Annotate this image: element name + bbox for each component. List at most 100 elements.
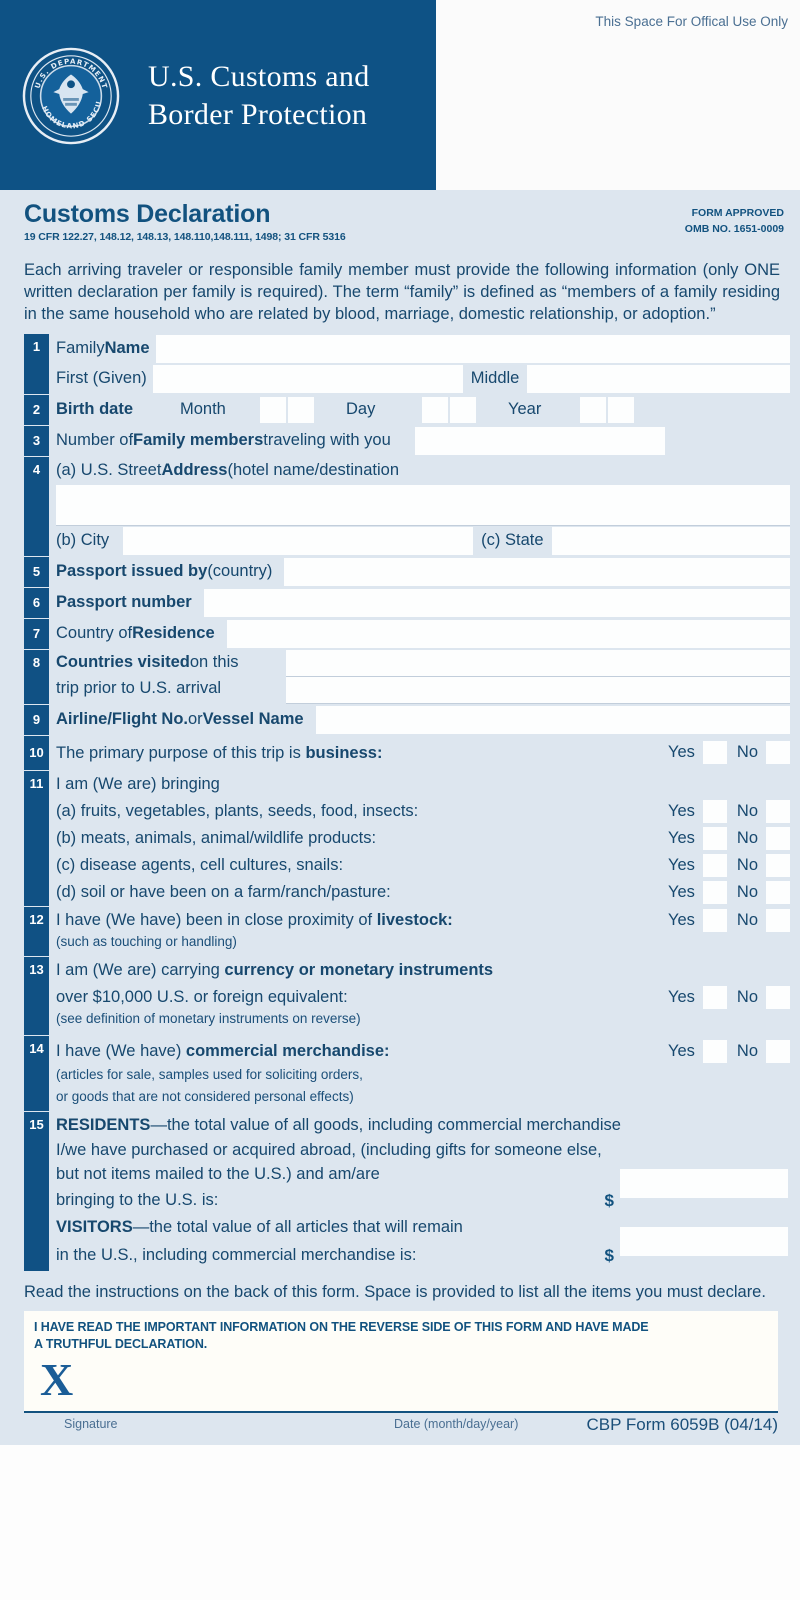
birth-date-row: Birth date Month Day Year bbox=[56, 395, 790, 425]
livestock-row: I have (We have) been in close proximity… bbox=[56, 907, 790, 934]
signature-footer: Signature Date (month/day/year) CBP Form… bbox=[24, 1415, 778, 1441]
passport-number-input[interactable] bbox=[203, 588, 790, 617]
bringing-c-no-checkbox[interactable] bbox=[766, 853, 790, 877]
bringing-b-no-checkbox[interactable] bbox=[766, 826, 790, 850]
passport-issued-input[interactable] bbox=[284, 557, 790, 586]
family-name-label: Family Name bbox=[56, 339, 150, 358]
no-label: No bbox=[736, 882, 758, 901]
countries-visited-label-line2: trip prior to U.S. arrival bbox=[56, 679, 222, 698]
airline-flight-input[interactable] bbox=[315, 705, 790, 734]
item-number-9: 9 bbox=[24, 704, 49, 735]
state-input[interactable] bbox=[551, 526, 790, 555]
page-title: Customs Declaration bbox=[24, 200, 271, 228]
bringing-item-d: (d) soil or have been on a farm/ranch/pa… bbox=[56, 879, 790, 906]
form-header: U.S. DEPARTMENT OF HOMELAND SECURITY U.S… bbox=[0, 0, 800, 190]
yes-label: Yes bbox=[667, 987, 695, 1006]
country-residence-label: Country of Residence bbox=[56, 624, 215, 643]
livestock-no-checkbox[interactable] bbox=[766, 908, 790, 932]
currency-note: (see definition of monetary instruments … bbox=[56, 1010, 361, 1026]
country-residence-input[interactable] bbox=[226, 619, 790, 648]
residents-line-2: I/we have purchased or acquired abroad, … bbox=[56, 1141, 602, 1160]
signature-label: Signature bbox=[64, 1417, 118, 1432]
bringing-b-yes-checkbox[interactable] bbox=[702, 826, 727, 850]
middle-name-input[interactable] bbox=[527, 364, 790, 393]
bringing-a-yes-checkbox[interactable] bbox=[702, 799, 727, 823]
day-label: Day bbox=[346, 400, 376, 419]
attestation-line-1: I HAVE READ THE IMPORTANT INFORMATION ON… bbox=[34, 1320, 649, 1335]
business-purpose-yes-checkbox[interactable] bbox=[702, 741, 727, 765]
birth-date-label: Birth date bbox=[56, 400, 134, 419]
item-number-7: 7 bbox=[24, 618, 49, 649]
form-item-2: 2 Birth date Month Day Year bbox=[24, 394, 790, 425]
merchandise-note-2: or goods that are not considered persona… bbox=[56, 1088, 354, 1104]
bringing-a-no-checkbox[interactable] bbox=[766, 799, 790, 823]
bringing-item-b: (b) meats, animals, animal/wildlife prod… bbox=[56, 825, 790, 852]
country-residence-row: Country of Residence bbox=[56, 619, 790, 649]
middle-name-label: Middle bbox=[470, 369, 520, 388]
signature-x-mark: X bbox=[40, 1354, 74, 1406]
countries-visited-input-2[interactable] bbox=[286, 676, 790, 704]
bringing-item-b-label: (b) meats, animals, animal/wildlife prod… bbox=[56, 829, 377, 848]
city-state-row: (b) City (c) State bbox=[56, 526, 790, 556]
bringing-item-a: (a) fruits, vegetables, plants, seeds, f… bbox=[56, 798, 790, 825]
residents-line-1: RESIDENTS —the total value of all goods, … bbox=[56, 1115, 621, 1134]
birth-month-digit-2[interactable] bbox=[288, 396, 314, 423]
family-name-input[interactable] bbox=[155, 334, 790, 363]
countries-visited-input-1[interactable] bbox=[286, 649, 790, 677]
first-name-input[interactable] bbox=[152, 364, 463, 393]
form-body: Customs Declaration 19 CFR 122.27, 148.1… bbox=[0, 190, 800, 1446]
livestock-note: (such as touching or handling) bbox=[56, 933, 237, 949]
item-number-12: 12 bbox=[24, 906, 49, 956]
airline-flight-row: Airline/Flight No. or Vessel Name bbox=[56, 705, 790, 735]
merchandise-note-1: (articles for sale, samples used for sol… bbox=[56, 1066, 363, 1082]
currency-no-checkbox[interactable] bbox=[766, 985, 790, 1009]
form-item-13: 13 I am (We are) carrying currency or mo… bbox=[24, 956, 790, 1035]
street-address-label: (a) U.S. Street Address (hotel name/dest… bbox=[56, 461, 400, 480]
family-name-row: Family Name bbox=[56, 334, 790, 364]
bringing-d-no-checkbox[interactable] bbox=[766, 880, 790, 904]
birth-month-digit-1[interactable] bbox=[260, 396, 286, 423]
form-item-10: 10 The primary purpose of this trip is b… bbox=[24, 735, 790, 770]
family-members-input[interactable] bbox=[414, 426, 665, 455]
merchandise-yes-checkbox[interactable] bbox=[702, 1039, 727, 1063]
no-label: No bbox=[736, 1041, 758, 1060]
airline-flight-label: Airline/Flight No. or Vessel Name bbox=[56, 710, 304, 729]
birth-day-digit-2[interactable] bbox=[450, 396, 476, 423]
currency-line-2: over $10,000 U.S. or foreign equivalent:… bbox=[56, 984, 790, 1011]
passport-number-row: Passport number bbox=[56, 588, 790, 618]
livestock-yes-checkbox[interactable] bbox=[702, 908, 727, 932]
form-items: 1 Family Name First (Given) Middle bbox=[0, 333, 800, 1271]
form-approval-block: FORM APPROVED OMB NO. 1651-0009 bbox=[685, 206, 784, 238]
currency-yes-checkbox[interactable] bbox=[702, 985, 727, 1009]
bringing-c-yes-checkbox[interactable] bbox=[702, 853, 727, 877]
currency-line-1: I am (We are) carrying currency or monet… bbox=[56, 957, 790, 984]
city-input[interactable] bbox=[123, 526, 474, 555]
form-item-11: 11 I am (We are) bringing (a) fruits, ve… bbox=[24, 770, 790, 906]
month-label: Month bbox=[180, 400, 226, 419]
business-purpose-no-checkbox[interactable] bbox=[766, 741, 790, 765]
yes-label: Yes bbox=[667, 743, 695, 762]
yes-label: Yes bbox=[667, 1041, 695, 1060]
doc-title-row: Customs Declaration 19 CFR 122.27, 148.1… bbox=[0, 190, 800, 254]
form-item-6: 6 Passport number bbox=[24, 587, 790, 618]
visitors-amount-input[interactable] bbox=[620, 1226, 788, 1256]
form-item-8: 8 Countries visited on this trip prior t… bbox=[24, 649, 790, 704]
street-address-input[interactable] bbox=[56, 484, 790, 526]
agency-title-line2: Border Protection bbox=[148, 98, 368, 132]
residents-dollar-sign: $ bbox=[604, 1190, 614, 1210]
birth-year-digit-2[interactable] bbox=[608, 396, 634, 423]
form-item-4: 4 (a) U.S. Street Address (hotel name/de… bbox=[24, 456, 790, 556]
birth-year-digit-1[interactable] bbox=[580, 396, 606, 423]
residents-amount-input[interactable] bbox=[620, 1168, 788, 1198]
item-number-11: 11 bbox=[24, 770, 49, 906]
form-item-3: 3 Number of Family members traveling wit… bbox=[24, 425, 790, 456]
item-number-3: 3 bbox=[24, 425, 49, 456]
birth-day-digit-1[interactable] bbox=[422, 396, 448, 423]
merchandise-no-checkbox[interactable] bbox=[766, 1039, 790, 1063]
yes-label: Yes bbox=[667, 882, 695, 901]
city-label: (b) City bbox=[56, 531, 110, 550]
item-number-4: 4 bbox=[24, 456, 49, 556]
bringing-d-yes-checkbox[interactable] bbox=[702, 880, 727, 904]
no-label: No bbox=[736, 828, 758, 847]
form-item-15: 15 RESIDENTS —the total value of all good… bbox=[24, 1111, 790, 1271]
